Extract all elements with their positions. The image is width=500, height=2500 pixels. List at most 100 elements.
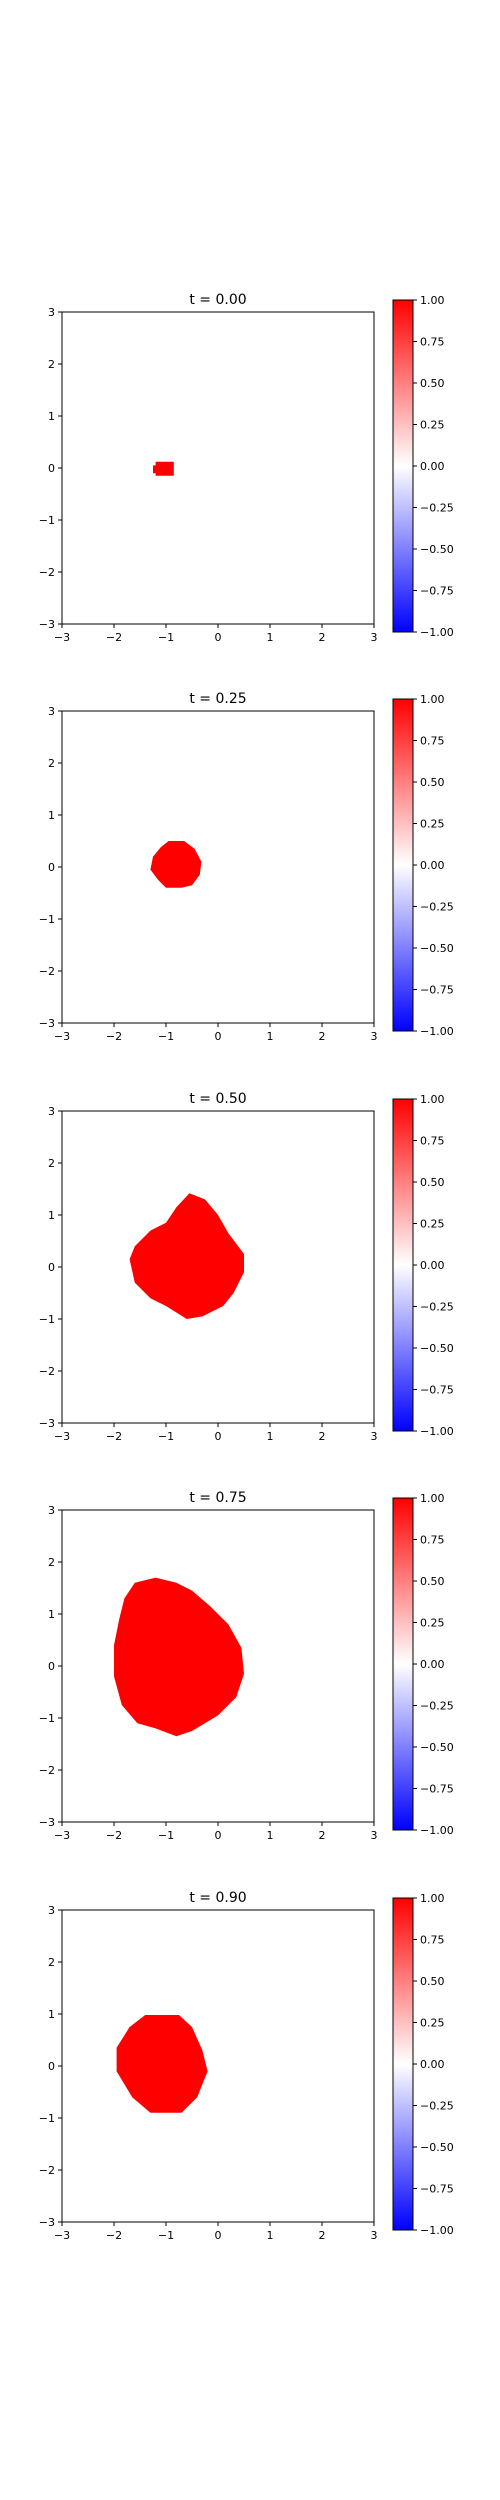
x-tick-label: 0 — [215, 1829, 222, 1842]
y-tick-label: −2 — [39, 965, 55, 978]
y-tick-label: −2 — [39, 1365, 55, 1378]
colorbar-tick-label: −0.25 — [420, 502, 454, 515]
x-tick-label: 3 — [371, 631, 378, 644]
x-tick-label: 0 — [215, 2229, 222, 2242]
x-tick-label: 0 — [215, 1430, 222, 1443]
colorbar-tick-label: 0.25 — [420, 419, 445, 432]
x-tick-label: −3 — [54, 2229, 70, 2242]
colorbar-tick-label: 0.75 — [420, 735, 445, 748]
x-tick-label: −3 — [54, 1430, 70, 1443]
y-tick-label: 3 — [48, 1504, 55, 1517]
y-tick-label: 0 — [48, 462, 55, 475]
x-tick-label: 3 — [371, 1829, 378, 1842]
subplot-3: t = 0.75 −3 −2 −1 0 1 2 3 3 2 1 0 −1 −2 −3 1.00 0.75 0.50… — [39, 1490, 454, 1842]
colorbar-tick-label: 0.50 — [420, 1176, 445, 1189]
colorbar-tick-label: −0.75 — [420, 2183, 454, 2196]
colorbar-tick-label: 1.00 — [420, 1492, 445, 1505]
y-tick-label: −1 — [39, 514, 55, 527]
colorbar — [392, 698, 414, 1032]
colorbar-tick-label: 0.75 — [420, 1135, 445, 1148]
subplot-4: t = 0.90 −3 −2 −1 0 1 2 3 3 2 1 0 −1 −2 −3 1.00 0.75 0.50… — [39, 1890, 454, 2242]
y-tick-label: 0 — [48, 1660, 55, 1673]
x-tick-label: −3 — [54, 1030, 70, 1043]
x-tick-label: 2 — [319, 1430, 326, 1443]
colorbar-tick-label: −0.25 — [420, 1301, 454, 1314]
colorbar-tick-label: 0.50 — [420, 377, 445, 390]
y-tick-label: 1 — [48, 1209, 55, 1222]
y-tick-label: −2 — [39, 2164, 55, 2177]
colorbar-tick-label: 0.00 — [420, 2058, 445, 2071]
colorbar-tick-label: −0.50 — [420, 942, 454, 955]
red-region — [150, 841, 202, 888]
x-tick-label: −1 — [158, 2229, 174, 2242]
x-tick-label: 3 — [371, 1030, 378, 1043]
y-tick-label: 2 — [48, 1157, 55, 1170]
colorbar-tick-label: 0.00 — [420, 859, 445, 872]
colorbar-tick-label: 1.00 — [420, 1093, 445, 1106]
x-tick-label: 0 — [215, 1030, 222, 1043]
colorbar-tick-label: −0.75 — [420, 984, 454, 997]
colorbar-tick-label: 0.25 — [420, 818, 445, 831]
red-region — [153, 461, 174, 476]
red-region — [114, 1577, 244, 1737]
colorbar-tick-label: −1.00 — [420, 1824, 454, 1837]
chart-title: t = 0.25 — [189, 691, 246, 707]
y-tick-label: 3 — [48, 705, 55, 718]
y-tick-label: 2 — [48, 358, 55, 371]
y-tick-label: −1 — [39, 913, 55, 926]
colorbar-tick-label: −1.00 — [420, 626, 454, 639]
colorbar-tick-label: 0.75 — [420, 1934, 445, 1947]
colorbar-tick-label: 0.50 — [420, 1975, 445, 1988]
x-tick-label: 2 — [319, 1030, 326, 1043]
chart-title: t = 0.00 — [189, 292, 246, 308]
y-tick-label: −2 — [39, 1764, 55, 1777]
y-tick-label: −3 — [39, 1816, 55, 1829]
colorbar-tick-label: 0.25 — [420, 1617, 445, 1630]
x-tick-label: 1 — [267, 1430, 274, 1443]
y-tick-label: 1 — [48, 410, 55, 423]
y-tick-label: −3 — [39, 2216, 55, 2229]
x-tick-label: −2 — [106, 631, 122, 644]
y-tick-label: 1 — [48, 2008, 55, 2021]
colorbar-tick-label: −0.25 — [420, 1700, 454, 1713]
plot-area — [62, 711, 374, 1023]
plot-area — [62, 312, 374, 624]
colorbar-tick-label: −1.00 — [420, 1025, 454, 1038]
colorbar-tick-label: 1.00 — [420, 294, 445, 307]
subplot-1: t = 0.25 −3 −2 −1 0 1 2 3 3 2 1 0 −1 −2 −3 1.00 0.75 0.50… — [39, 691, 454, 1043]
colorbar-tick-label: 0.75 — [420, 1534, 445, 1547]
y-tick-label: 0 — [48, 2060, 55, 2073]
colorbar-tick-label: −0.50 — [420, 543, 454, 556]
colorbar-tick-label: 0.25 — [420, 2017, 445, 2030]
y-tick-label: 2 — [48, 1556, 55, 1569]
x-tick-label: −2 — [106, 1829, 122, 1842]
colorbar-tick-label: −1.00 — [420, 2224, 454, 2237]
colorbar-tick-label: 0.50 — [420, 1575, 445, 1588]
y-tick-label: −1 — [39, 1712, 55, 1725]
x-tick-label: 2 — [319, 1829, 326, 1842]
y-tick-label: 0 — [48, 861, 55, 874]
y-tick-label: −2 — [39, 566, 55, 579]
y-tick-label: −3 — [39, 618, 55, 631]
x-tick-label: 2 — [319, 2229, 326, 2242]
colorbar-tick-label: 1.00 — [420, 693, 445, 706]
colorbar — [392, 299, 414, 633]
y-tick-label: 2 — [48, 1956, 55, 1969]
y-tick-label: −1 — [39, 2112, 55, 2125]
y-tick-label: 2 — [48, 757, 55, 770]
y-tick-label: 1 — [48, 1608, 55, 1621]
colorbar-tick-label: −0.25 — [420, 901, 454, 914]
colorbar-tick-label: 0.00 — [420, 1259, 445, 1272]
colorbar-tick-label: −0.50 — [420, 1741, 454, 1754]
chart-title: t = 0.75 — [189, 1490, 246, 1506]
colorbar-tick-label: −0.25 — [420, 2100, 454, 2113]
plot-area — [62, 1910, 374, 2222]
colorbar-tick-label: −0.50 — [420, 2141, 454, 2154]
colorbar-tick-label: −0.75 — [420, 1783, 454, 1796]
y-tick-label: 1 — [48, 809, 55, 822]
y-tick-label: 3 — [48, 1105, 55, 1118]
y-tick-label: −3 — [39, 1417, 55, 1430]
x-tick-label: 0 — [215, 631, 222, 644]
x-tick-label: −1 — [158, 1430, 174, 1443]
